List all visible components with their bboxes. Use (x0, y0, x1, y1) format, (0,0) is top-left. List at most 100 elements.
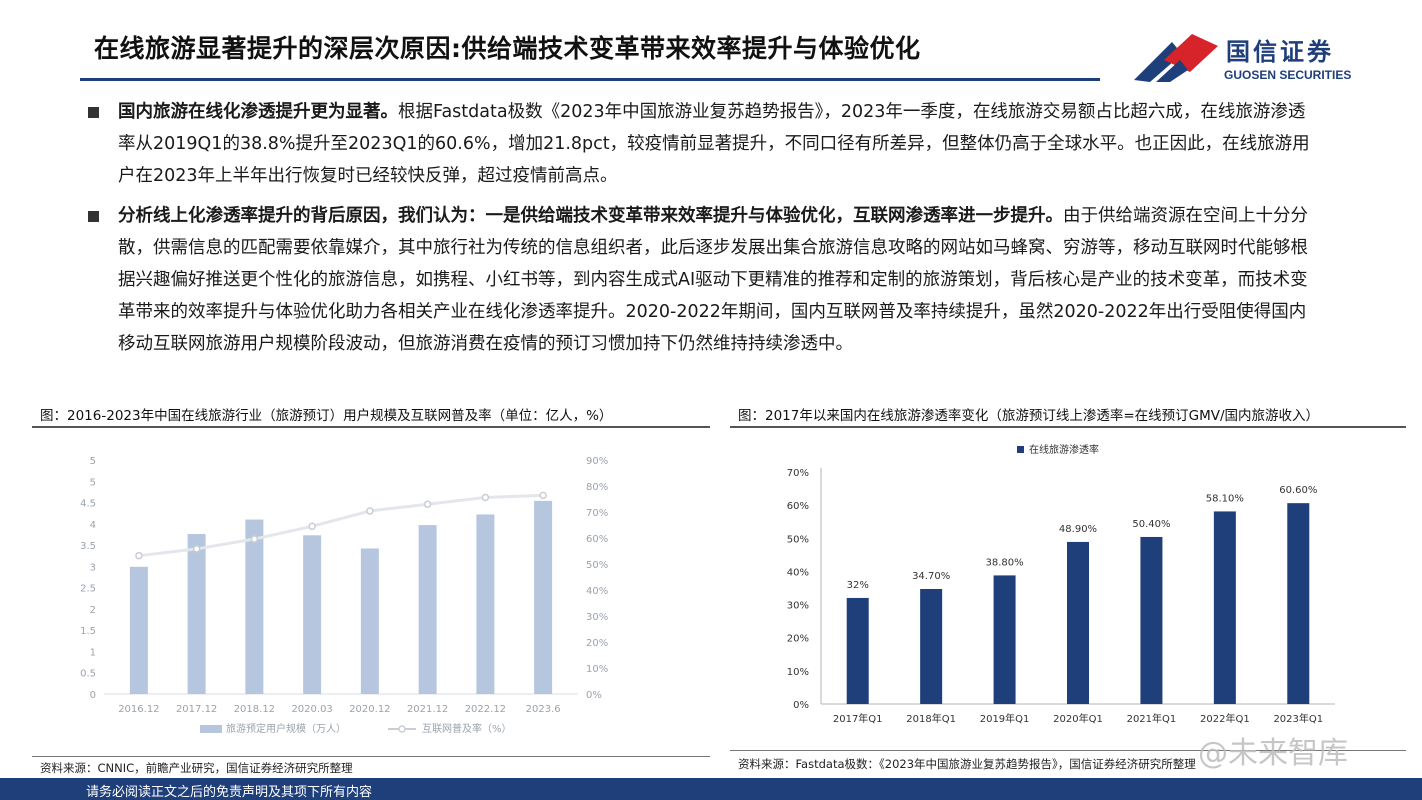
x-tick-label: 2023.6 (526, 704, 561, 715)
page-title: 在线旅游显著提升的深层次原因:供给端技术变革带来效率提升与体验优化 (94, 34, 921, 63)
legend-swatch-bars (200, 725, 222, 733)
bar-penetration-rate (1213, 511, 1236, 704)
x-tick-label: 2017年Q1 (833, 712, 883, 725)
bar-penetration-rate (1140, 536, 1163, 704)
bar-data-label: 32% (847, 580, 869, 591)
y-tick-label: 20% (787, 634, 809, 645)
left-y-tick-label: 3.5 (80, 541, 96, 552)
x-tick-label: 2018.12 (234, 704, 275, 715)
bar-data-label: 38.80% (986, 557, 1024, 568)
y-tick-label: 50% (787, 534, 809, 545)
legend-swatch-penetration (1017, 446, 1024, 453)
x-tick-label: 2022年Q1 (1200, 712, 1250, 725)
user-scale-chart: 00.511.522.533.544.5550%10%20%30%40%50%6… (80, 456, 608, 735)
bar-user-scale (303, 535, 322, 694)
x-tick-label: 2020.03 (291, 704, 332, 715)
square-bullet-icon (88, 211, 99, 222)
bar-penetration-rate (846, 597, 869, 704)
x-tick-label: 2016.12 (118, 704, 159, 715)
left-y-tick-label: 1 (90, 647, 96, 658)
guosen-logo: 国信证券 GUOSEN SECURITIES (1130, 30, 1370, 86)
bar-data-label: 34.70% (912, 571, 950, 582)
x-tick-label: 2017.12 (176, 704, 217, 715)
x-tick-label: 2020年Q1 (1053, 712, 1103, 725)
x-tick-label: 2020.12 (349, 704, 390, 715)
bar-user-scale (534, 500, 553, 694)
x-tick-label: 2021.12 (407, 704, 448, 715)
left-y-tick-label: 5 (90, 477, 96, 488)
y-tick-label: 40% (787, 567, 809, 578)
left-figure-title: 图：2016-2023年中国在线旅游行业（旅游预订）用户规模及互联网普及率（单位… (40, 408, 613, 424)
left-y-tick-label: 3 (90, 562, 96, 573)
logo-english-name: GUOSEN SECURITIES (1224, 68, 1352, 82)
y-tick-label: 60% (787, 501, 809, 512)
line-point-internet-penetration (135, 551, 143, 560)
slide-header: 在线旅游显著提升的深层次原因:供给端技术变革带来效率提升与体验优化 国信证券 G… (0, 0, 1422, 84)
right-figure-source: 资料来源：Fastdata极数：《2023年中国旅游业复苏趋势报告》，国信证券经… (738, 757, 1196, 771)
right-y-tick-label: 30% (586, 612, 608, 623)
left-y-tick-label: 0.5 (80, 669, 96, 680)
right-y-tick-label: 90% (586, 456, 608, 467)
bar-penetration-rate (1067, 541, 1089, 704)
legend-label-line: 互联网普及率（%） (422, 722, 512, 735)
left-figure-rule (32, 426, 710, 428)
legend-marker-line (398, 725, 406, 733)
paragraph-text: 国内旅游在线化渗透提升更为显著。根据Fastdata极数《2023年中国旅游业复… (118, 96, 1318, 192)
x-tick-label: 2021年Q1 (1127, 712, 1177, 725)
line-point-internet-penetration (539, 491, 547, 500)
right-y-tick-label: 0% (586, 690, 602, 701)
paragraph-lead: 分析线上化渗透率提升的背后原因，我们认为：一是供给端技术变革带来效率提升与体验优… (118, 206, 1063, 226)
paragraph-online-penetration: 国内旅游在线化渗透提升更为显著。根据Fastdata极数《2023年中国旅游业复… (88, 96, 1318, 192)
y-tick-label: 10% (787, 667, 809, 678)
left-source-rule (32, 756, 710, 757)
x-tick-label: 2023年Q1 (1273, 712, 1323, 725)
bar-user-scale (418, 525, 437, 694)
line-point-internet-penetration (192, 545, 201, 553)
x-tick-label: 2019年Q1 (980, 712, 1030, 725)
line-internet-penetration (138, 493, 544, 558)
right-figure-rule (730, 426, 1406, 428)
bar-data-label: 48.90% (1059, 524, 1097, 535)
y-tick-label: 30% (787, 601, 809, 612)
bar-user-scale (187, 534, 206, 694)
footer-disclaimer: 请务必阅读正文之后的免责声明及其项下所有内容 (86, 785, 373, 800)
footer-bar: 请务必阅读正文之后的免责声明及其项下所有内容 (0, 778, 1422, 800)
bar-user-scale (476, 514, 495, 694)
left-y-tick-label: 5 (90, 456, 96, 467)
right-figure-title: 图：2017年以来国内在线旅游渗透率变化（旅游预订线上渗透率=在线预订GMV/国… (738, 408, 1320, 424)
bar-data-label: 50.40% (1132, 519, 1170, 530)
line-point-internet-penetration (308, 522, 316, 531)
right-y-tick-label: 70% (586, 508, 608, 519)
left-y-tick-label: 1.5 (80, 626, 96, 637)
right-y-tick-label: 10% (586, 664, 608, 675)
bar-penetration-rate (920, 588, 943, 704)
square-bullet-icon (88, 107, 99, 118)
paragraph-body: 根据Fastdata极数《2023年中国旅游业复苏趋势报告》，2023年一季度，… (118, 102, 1310, 186)
right-y-tick-label: 20% (586, 638, 608, 649)
bar-user-scale (360, 548, 379, 694)
y-tick-label: 70% (787, 468, 809, 479)
watermark: @未来智库 (1198, 736, 1348, 771)
legend-label-bars: 旅游预定用户规模（万人） (226, 722, 346, 735)
title-underline (80, 78, 1100, 81)
right-y-tick-label: 60% (586, 534, 608, 545)
left-y-tick-label: 2.5 (80, 584, 96, 595)
bar-user-scale (129, 566, 148, 694)
logo-chinese-name: 国信证券 (1226, 38, 1334, 66)
paragraph-reasons: 分析线上化渗透率提升的背后原因，我们认为：一是供给端技术变革带来效率提升与体验优… (88, 200, 1318, 360)
x-tick-label: 2018年Q1 (906, 712, 956, 725)
penetration-rate-chart: 在线旅游渗透率 0% 10% 20% 30% 40% 50% 60% 70% 32% 2017年Q1… (787, 443, 1335, 725)
right-y-tick-label: 80% (586, 482, 608, 493)
line-point-internet-penetration (423, 500, 432, 508)
x-tick-label: 2022.12 (465, 704, 506, 715)
line-point-internet-penetration (481, 493, 490, 502)
bar-user-scale (245, 519, 264, 694)
line-point-internet-penetration (250, 535, 259, 543)
bar-penetration-rate (1287, 503, 1310, 704)
left-y-tick-label: 4 (90, 520, 96, 531)
legend-label-penetration: 在线旅游渗透率 (1029, 443, 1099, 456)
bar-penetration-rate (993, 575, 1016, 704)
left-y-tick-label: 0 (90, 690, 96, 701)
right-source-rule (730, 750, 1406, 751)
paragraph-body: 由于供给端资源在空间上十分分散，供需信息的匹配需要依靠媒介，其中旅行社为传统的信… (118, 206, 1308, 354)
